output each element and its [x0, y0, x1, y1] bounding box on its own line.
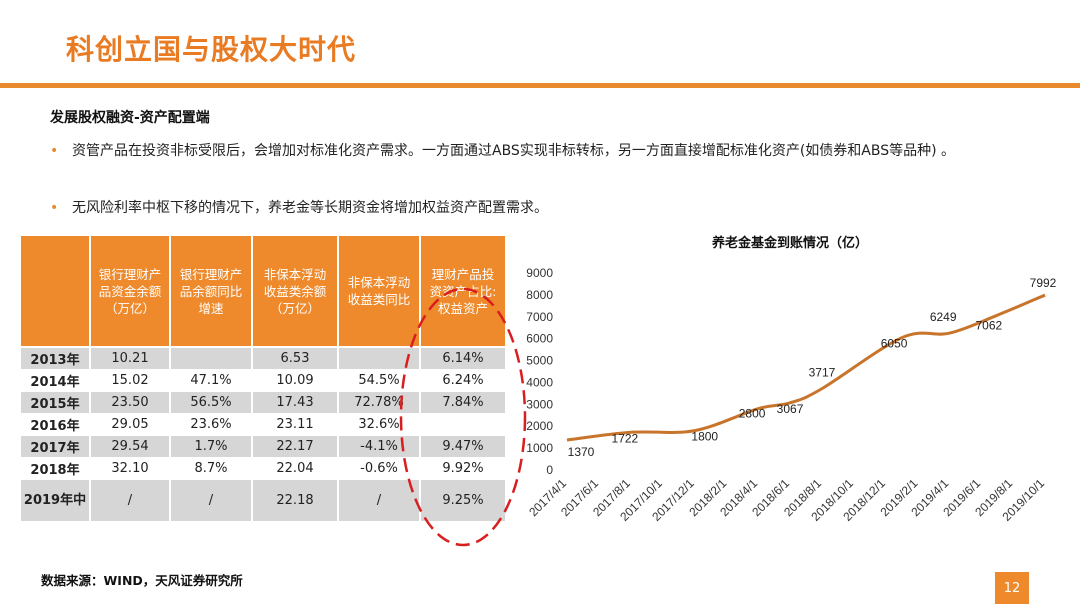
data-label: 1370: [568, 445, 595, 459]
table-cell: 10.21: [89, 347, 171, 370]
table-header-cell: [19, 234, 91, 348]
table-cell: 54.5%: [337, 369, 421, 392]
title-divider: [0, 83, 1080, 88]
bullet-text: 资管产品在投资非标受限后，会增加对标准化资产需求。一方面通过ABS实现非标转标，…: [72, 143, 956, 159]
table-row-year: 2017年: [19, 435, 91, 458]
data-label: 3067: [777, 402, 804, 416]
table-header-cell: 理财产品投资资产占比:权益资产: [419, 234, 507, 348]
y-tick-label: 9000: [526, 266, 553, 280]
table-cell: [169, 347, 253, 370]
table-cell: 32.6%: [337, 413, 421, 436]
page-number: 12: [995, 572, 1029, 604]
table-cell: 22.17: [251, 435, 339, 458]
y-tick-label: 1000: [526, 441, 553, 455]
table-cell: 47.1%: [169, 369, 253, 392]
y-tick-label: 3000: [526, 397, 553, 411]
bullet-item: • 资管产品在投资非标受限后，会增加对标准化资产需求。一方面通过ABS实现非标转…: [50, 140, 1037, 163]
table-row: 2015年 23.50 56.5% 17.43 72.78% 7.84%: [19, 391, 507, 414]
table-cell: -4.1%: [337, 435, 421, 458]
table-row: 2013年 10.21 6.53 6.14%: [19, 347, 507, 370]
table-cell: /: [89, 479, 171, 522]
table-row-year: 2015年: [19, 391, 91, 414]
data-label: 2800: [739, 407, 766, 421]
slide-title: 科创立国与股权大时代: [66, 33, 357, 66]
pension-fund-line-chart: 0 1000 2000 3000 4000 5000 6000 7000 8000 9000 137…: [526, 266, 1057, 524]
table-cell: 17.43: [251, 391, 339, 414]
source-footnote: 数据来源：WIND，天风证券研究所: [41, 573, 243, 588]
table-cell: 8.7%: [169, 457, 253, 480]
y-tick-label: 2000: [526, 419, 553, 433]
table-cell: [337, 347, 421, 370]
y-tick-label: 7000: [526, 310, 553, 324]
y-tick-label: 4000: [526, 375, 553, 389]
table-header-cell: 非保本浮动收益类余额（万亿）: [251, 234, 339, 348]
table-cell: 29.05: [89, 413, 171, 436]
table-cell: 22.04: [251, 457, 339, 480]
table-row-year: 2018年: [19, 457, 91, 480]
table-cell: 1.7%: [169, 435, 253, 458]
table-cell: 9.25%: [419, 479, 507, 522]
data-label: 7062: [975, 318, 1002, 332]
table-cell: 6.24%: [419, 369, 507, 392]
table-cell: 23.50: [89, 391, 171, 414]
table-row: 2018年 32.10 8.7% 22.04 -0.6% 9.92%: [19, 457, 507, 480]
table-cell: 10.09: [251, 369, 339, 392]
table-header-cell: 银行理财产品资金余额（万亿）: [89, 234, 171, 348]
y-tick-label: 0: [546, 463, 553, 477]
table-cell: 72.78%: [337, 391, 421, 414]
table-row: 2016年 29.05 23.6% 23.11 32.6%: [19, 413, 507, 436]
data-label: 6050: [881, 337, 908, 351]
table-cell: [419, 413, 507, 436]
table-row-year: 2014年: [19, 369, 91, 392]
table-cell: -0.6%: [337, 457, 421, 480]
table-row-year: 2016年: [19, 413, 91, 436]
y-tick-label: 8000: [526, 288, 553, 302]
series-line: [566, 293, 1046, 442]
y-tick-label: 5000: [526, 354, 553, 368]
data-label: 6249: [930, 310, 957, 324]
table-row-year: 2013年: [19, 347, 91, 370]
table-cell: 6.53: [251, 347, 339, 370]
table-row: 2014年 15.02 47.1% 10.09 54.5% 6.24%: [19, 369, 507, 392]
table-cell: 32.10: [89, 457, 171, 480]
table-header-cell: 非保本浮动收益类同比: [337, 234, 421, 348]
table-row-year: 2019年中: [19, 479, 91, 522]
data-label: 1722: [612, 431, 639, 445]
data-label: 3717: [809, 366, 836, 380]
table-row: 2019年中 //22.18/9.25%: [19, 479, 507, 522]
table-cell: 9.92%: [419, 457, 507, 480]
chart-title: 养老金基金到账情况（亿）: [711, 236, 868, 251]
table-cell: 23.6%: [169, 413, 253, 436]
section-heading: 发展股权融资-资产配置端: [50, 110, 210, 126]
wealth-management-table: 银行理财产品资金余额（万亿） 银行理财产品余额同比增速 非保本浮动收益类余额（万…: [19, 234, 507, 522]
bullet-item: • 无风险利率中枢下移的情况下，养老金等长期资金将增加权益资产配置需求。: [50, 197, 1037, 220]
data-label: 1800: [691, 430, 718, 444]
table-cell: 15.02: [89, 369, 171, 392]
bullet-text: 无风险利率中枢下移的情况下，养老金等长期资金将增加权益资产配置需求。: [72, 200, 548, 216]
table-header-row: 银行理财产品资金余额（万亿） 银行理财产品余额同比增速 非保本浮动收益类余额（万…: [19, 234, 507, 348]
table-cell: 56.5%: [169, 391, 253, 414]
table-cell: 7.84%: [419, 391, 507, 414]
table-row: 2017年 29.54 1.7% 22.17 -4.1% 9.47%: [19, 435, 507, 458]
bullet-marker: •: [50, 143, 59, 159]
table-header-cell: 银行理财产品余额同比增速: [169, 234, 253, 348]
table-cell: 23.11: [251, 413, 339, 436]
bullet-marker: •: [50, 200, 59, 216]
table-cell: /: [337, 479, 421, 522]
table-cell: 22.18: [251, 479, 339, 522]
y-tick-label: 6000: [526, 332, 553, 346]
data-label: 7992: [1030, 276, 1057, 290]
table-cell: 6.14%: [419, 347, 507, 370]
table-cell: /: [169, 479, 253, 522]
table-cell: 29.54: [89, 435, 171, 458]
table-cell: 9.47%: [419, 435, 507, 458]
